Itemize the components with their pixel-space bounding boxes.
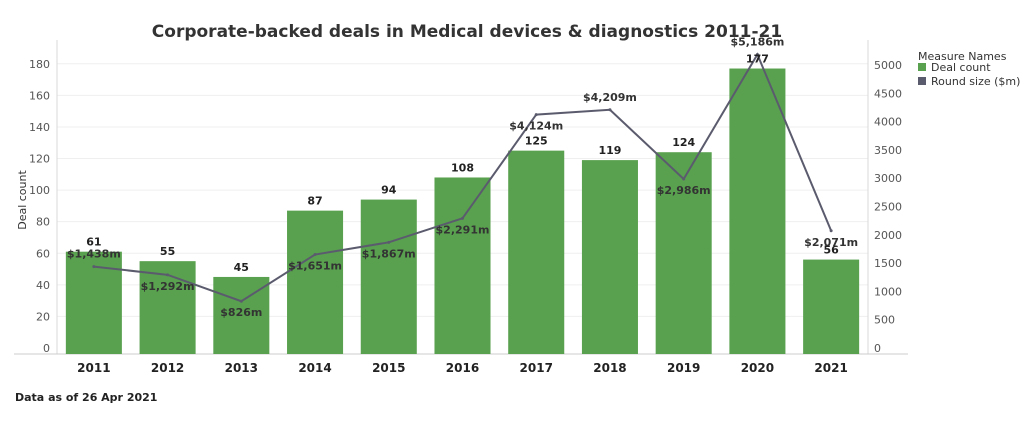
bar-series bbox=[65, 68, 860, 355]
y2-tick-label: 4000 bbox=[874, 116, 902, 129]
line-point bbox=[166, 273, 170, 277]
y2-tick-label: 4500 bbox=[874, 87, 902, 100]
bar-value-label: 94 bbox=[381, 184, 397, 197]
line-point bbox=[92, 265, 96, 269]
chart-title: Corporate-backed deals in Medical device… bbox=[152, 22, 782, 42]
x-tick-label: 2021 bbox=[814, 361, 847, 375]
y-tick-label: 180 bbox=[29, 58, 50, 71]
line-value-label: $1,651m bbox=[288, 260, 342, 273]
y2-tick-label: 1500 bbox=[874, 257, 902, 270]
line-point bbox=[682, 177, 686, 181]
bar bbox=[139, 261, 196, 354]
bar bbox=[508, 150, 565, 354]
y-tick-label: 140 bbox=[29, 121, 50, 134]
bar-value-label: 61 bbox=[86, 236, 101, 249]
line-value-label: $2,291m bbox=[436, 223, 490, 236]
bar-value-label: 119 bbox=[598, 144, 621, 157]
x-tick-label: 2011 bbox=[77, 361, 110, 375]
bar bbox=[729, 68, 786, 355]
x-tick-label: 2015 bbox=[372, 361, 405, 375]
bar-value-label: 55 bbox=[160, 245, 175, 258]
line-value-label: $826m bbox=[220, 306, 262, 319]
x-tick-label: 2012 bbox=[151, 361, 184, 375]
legend-title: Measure Names bbox=[918, 50, 1007, 63]
line-point bbox=[461, 216, 464, 220]
x-tick-label: 2018 bbox=[593, 361, 626, 375]
bar-value-label: 56 bbox=[823, 244, 839, 257]
bar-value-label: 45 bbox=[234, 261, 249, 274]
y2-tick-label: 5000 bbox=[874, 59, 902, 72]
y2-tick-label: 2500 bbox=[874, 200, 902, 213]
x-tick-label: 2013 bbox=[225, 361, 258, 375]
legend-item: Deal count bbox=[931, 61, 991, 74]
x-tick-label: 2014 bbox=[298, 361, 331, 375]
line-point bbox=[387, 240, 391, 244]
x-tick-label: 2016 bbox=[446, 361, 479, 375]
y2-tick-label: 500 bbox=[874, 314, 895, 327]
data-labels: 61 55 45 87 94 108 125 119 124 177 56 $1,438m $1,292… bbox=[67, 35, 858, 319]
y-tick-label: 120 bbox=[29, 153, 50, 166]
y2-tick-label: 2000 bbox=[874, 229, 902, 242]
bar-value-label: 125 bbox=[525, 135, 548, 148]
x-tick-label: 2019 bbox=[667, 361, 700, 375]
x-tick-label: 2020 bbox=[741, 361, 774, 375]
line-point bbox=[534, 113, 538, 117]
line-point bbox=[239, 299, 243, 303]
y2-tick-label: 0 bbox=[874, 342, 881, 355]
line-point bbox=[608, 108, 612, 112]
legend-swatch bbox=[918, 63, 926, 71]
bar-value-label: 87 bbox=[307, 195, 322, 208]
y-tick-label: 60 bbox=[36, 247, 50, 260]
line-point bbox=[829, 229, 833, 233]
bar bbox=[803, 259, 860, 354]
y2-tick-label: 3500 bbox=[874, 144, 902, 157]
bar-value-label: 177 bbox=[746, 53, 769, 66]
y-tick-label: 40 bbox=[36, 279, 50, 292]
y-tick-label: 100 bbox=[29, 184, 50, 197]
y2-tick-label: 3000 bbox=[874, 172, 902, 185]
line-series bbox=[92, 52, 833, 303]
line-value-label: $1,292m bbox=[141, 280, 195, 293]
y-tick-label: 160 bbox=[29, 89, 50, 102]
footnote: Data as of 26 Apr 2021 bbox=[15, 391, 158, 404]
bar bbox=[287, 210, 344, 354]
line-point bbox=[755, 52, 759, 56]
legend-swatch bbox=[918, 77, 926, 85]
bar bbox=[655, 152, 712, 354]
line-point bbox=[313, 253, 317, 257]
y-tick-label: 20 bbox=[36, 310, 50, 323]
bar bbox=[360, 199, 417, 354]
y2-tick-label: 1000 bbox=[874, 285, 902, 298]
bar-value-label: 124 bbox=[672, 136, 695, 149]
y-tick-label: 80 bbox=[36, 216, 50, 229]
bar bbox=[581, 160, 638, 354]
line-value-label: $2,986m bbox=[657, 184, 711, 197]
line-value-label: $5,186m bbox=[730, 35, 784, 48]
line-value-label: $4,124m bbox=[509, 120, 563, 133]
legend-item: Round size ($m) bbox=[931, 75, 1020, 88]
axes: 0 20 40 60 80 100 120 140 160 180 0 500 1000 1500 2000… bbox=[14, 40, 908, 375]
bar-value-label: 108 bbox=[451, 161, 474, 174]
line-value-label: $1,438m bbox=[67, 248, 121, 261]
line-value-label: $2,071m bbox=[804, 236, 858, 249]
bar bbox=[434, 177, 491, 354]
y-tick-label: 0 bbox=[43, 342, 50, 355]
x-tick-label: 2017 bbox=[520, 361, 553, 375]
line-value-label: $4,209m bbox=[583, 91, 637, 104]
y-axis-label: Deal count bbox=[16, 170, 29, 230]
line-value-label: $1,867m bbox=[362, 247, 416, 260]
